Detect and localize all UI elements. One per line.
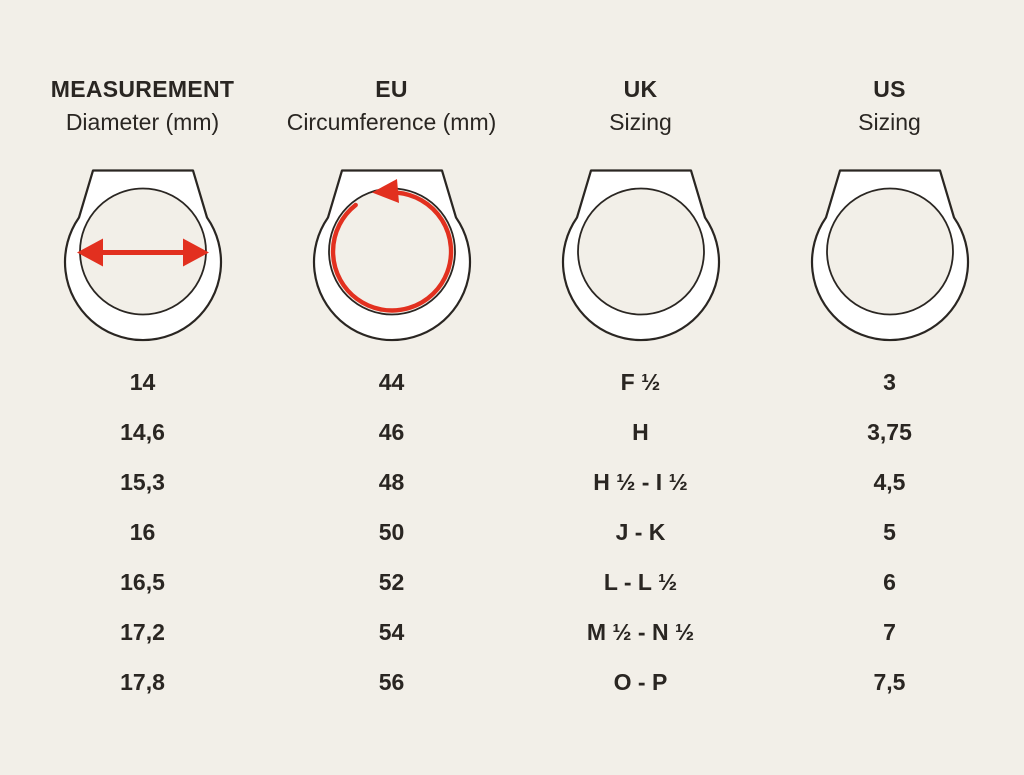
table-cell: O - P [613,669,668,695]
chart-columns: MEASUREMENT Diameter (mm) 14 14,6 15,3 1… [18,0,1014,707]
ring-illustration-plain [561,169,720,342]
column-header: EU Circumference (mm) [287,72,497,140]
table-cell: 14,6 [120,419,165,445]
column-values: F ½ H H ½ - I ½ J - K L - L ½ M ½ - N ½ … [587,357,694,707]
column-header-secondary: Diameter (mm) [65,109,220,135]
table-cell: 6 [883,569,896,595]
column-values: 44 46 48 50 52 54 56 [379,357,405,707]
table-cell: 52 [378,569,405,595]
ring-illustration-diameter [63,169,222,342]
column-us: US Sizing 3 3,75 4,5 5 6 7 7,5 [765,0,1014,707]
table-cell: F ½ [620,369,661,395]
table-cell: H [632,419,649,445]
table-cell: 4,5 [873,469,906,495]
column-header: US Sizing [858,72,921,140]
table-cell: 15,3 [120,469,165,495]
table-cell: 50 [378,519,405,545]
column-values: 14 14,6 15,3 16 16,5 17,2 17,8 [120,357,165,707]
table-cell: 7,5 [873,669,906,695]
table-cell: 17,8 [120,669,165,695]
column-header-primary: US [873,76,906,102]
table-cell: 46 [378,419,405,445]
column-diameter: MEASUREMENT Diameter (mm) 14 14,6 15,3 1… [18,0,267,707]
table-cell: 3 [883,369,896,395]
table-cell: 17,2 [120,619,165,645]
column-values: 3 3,75 4,5 5 6 7 7,5 [867,357,912,707]
circumference-arrow-icon [330,179,453,313]
table-cell: 56 [378,669,405,695]
column-header-secondary: Sizing [609,109,672,135]
column-header-primary: MEASUREMENT [50,76,235,102]
table-cell: J - K [615,519,666,545]
column-header-secondary: Circumference (mm) [286,109,497,135]
column-uk: UK Sizing F ½ H H ½ - I ½ J - K L - L ½ … [516,0,765,707]
table-cell: 7 [883,619,896,645]
column-header: MEASUREMENT Diameter (mm) [51,72,234,140]
table-cell: 48 [378,469,405,495]
table-cell: 3,75 [867,419,912,445]
table-cell: M ½ - N ½ [586,619,695,645]
table-cell: 16 [129,519,156,545]
column-header-primary: UK [623,76,658,102]
table-cell: 54 [378,619,405,645]
column-eu: EU Circumference (mm) 44 46 48 50 52 54 … [267,0,516,707]
column-header-secondary: Sizing [858,109,921,135]
table-cell: 14 [129,369,156,395]
ring-illustration-plain [810,169,969,342]
table-cell: 16,5 [120,569,165,595]
table-cell: 5 [883,519,896,545]
table-cell: H ½ - I ½ [593,469,688,495]
column-header-primary: EU [375,76,408,102]
ring-illustration-circumference [312,169,471,342]
column-header: UK Sizing [609,72,672,140]
diameter-arrow-icon [76,238,209,267]
table-cell: L - L ½ [603,569,678,595]
table-cell: 44 [378,369,405,395]
